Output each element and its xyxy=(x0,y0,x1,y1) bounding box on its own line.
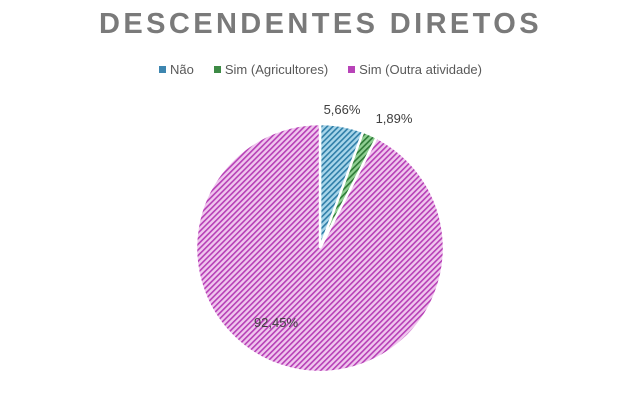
slice-sim-outra xyxy=(194,122,446,374)
chart-legend: Não Sim (Agricultores) Sim (Outra ativid… xyxy=(0,62,641,77)
slice-label-sim-outra: 92,45% xyxy=(254,315,299,330)
pie-slices xyxy=(194,122,446,374)
legend-swatch-nao xyxy=(159,66,166,73)
slice-label-nao: 5,66% xyxy=(324,102,361,117)
legend-label: Não xyxy=(170,62,194,77)
slice-label-sim-agricultores: 1,89% xyxy=(376,111,413,126)
legend-label: Sim (Outra atividade) xyxy=(359,62,482,77)
legend-item-sim-outra: Sim (Outra atividade) xyxy=(348,62,482,77)
legend-item-nao: Não xyxy=(159,62,194,77)
legend-label: Sim (Agricultores) xyxy=(224,62,329,77)
legend-item-sim-agricultores: Sim (Agricultores) xyxy=(213,62,329,77)
legend-swatch-sim-outra xyxy=(348,66,356,73)
legend-swatch-sim-agricultores xyxy=(213,66,221,73)
chart-title: DESCENDENTES DIRETOS xyxy=(99,8,542,40)
